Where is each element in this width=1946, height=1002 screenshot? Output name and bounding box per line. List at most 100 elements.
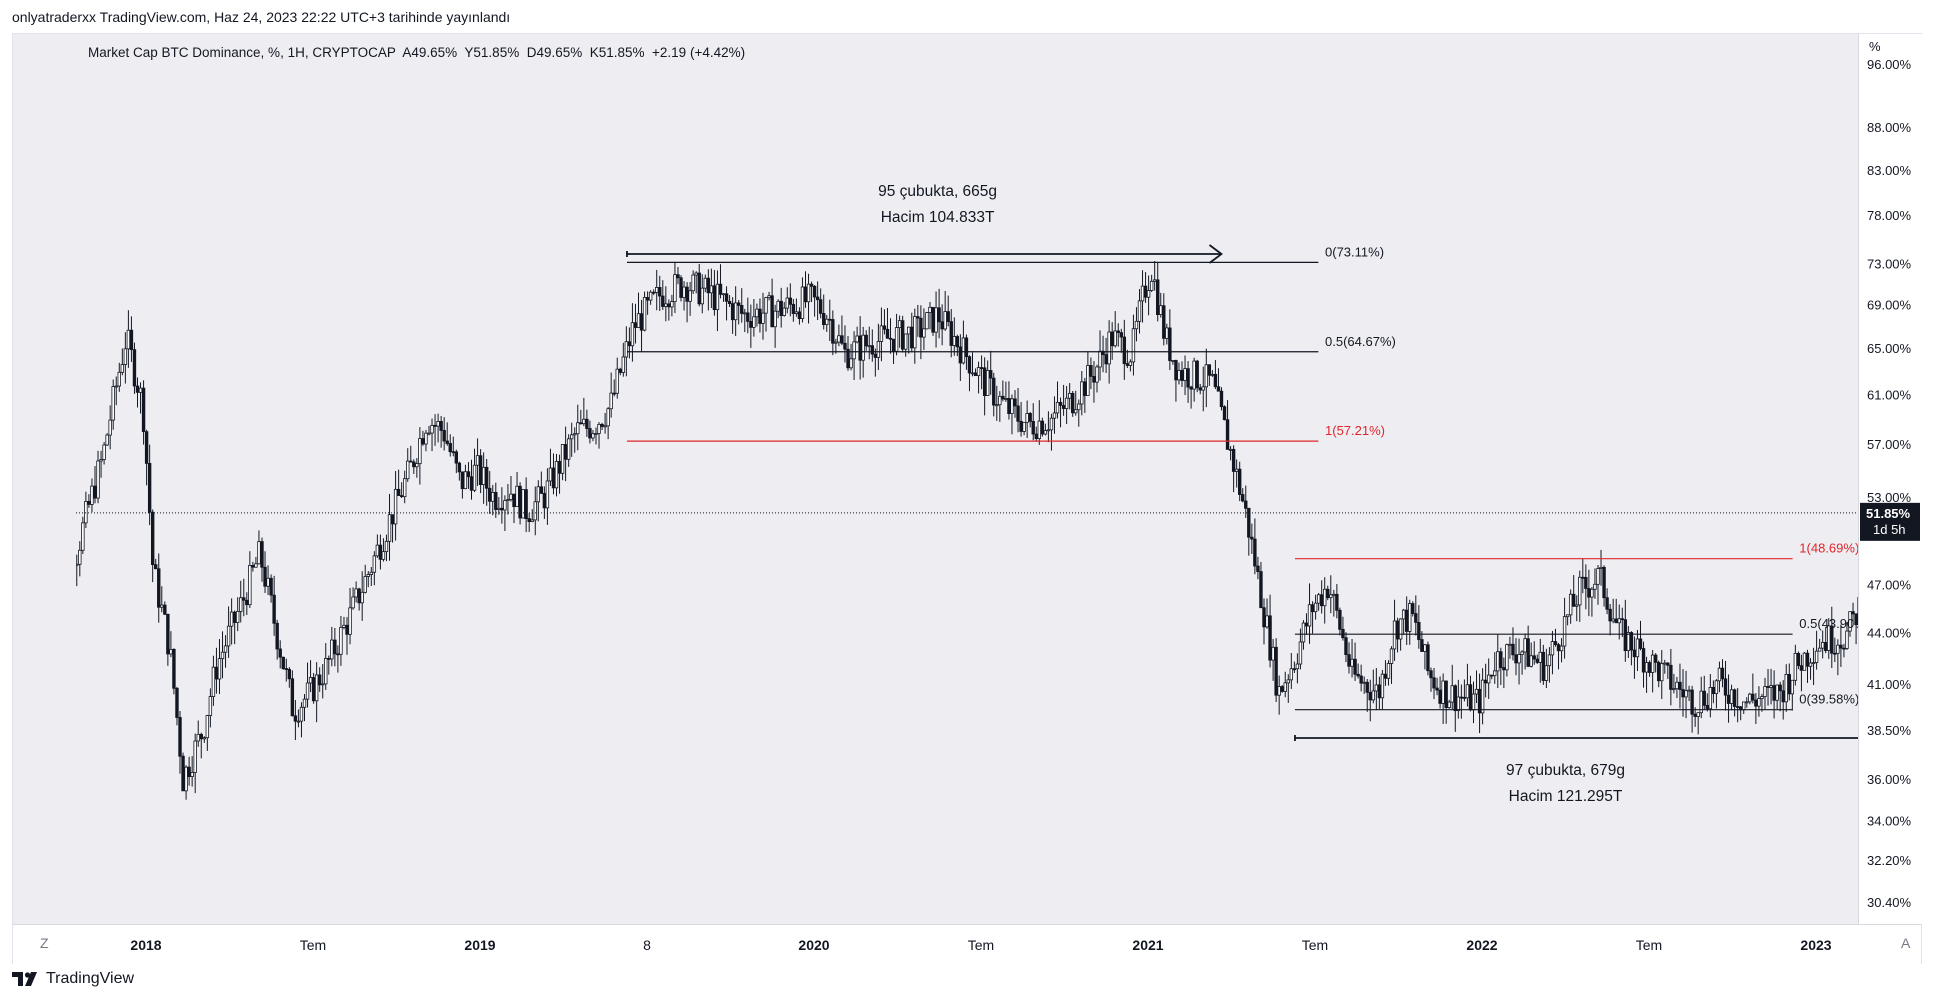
candle: [1653, 653, 1658, 673]
chart-pane[interactable]: 0(73.11%) 0.5(64.67%) 1(57.21%) 1(48.69%) 0.…: [76, 34, 1858, 924]
candle: [1678, 663, 1682, 709]
candle: [1013, 390, 1017, 418]
candle: [1404, 596, 1409, 645]
candle: [515, 472, 519, 507]
candle: [545, 468, 550, 525]
candle: [603, 413, 607, 434]
candle: [958, 334, 963, 381]
candle: [1128, 359, 1133, 372]
candle: [664, 286, 668, 322]
candle: [169, 631, 173, 658]
candle: [1362, 676, 1366, 694]
candle: [1137, 289, 1142, 334]
candle: [609, 372, 613, 418]
candle: [776, 299, 780, 319]
candle: [1708, 673, 1713, 718]
candle: [569, 422, 574, 457]
candle: [1480, 668, 1485, 725]
candle: [1426, 641, 1430, 676]
candle: [767, 291, 771, 301]
candle: [114, 376, 118, 406]
candle: [424, 429, 428, 452]
candle: [782, 302, 786, 317]
candle: [849, 343, 853, 371]
candle: [1720, 659, 1725, 688]
candle: [448, 434, 452, 457]
candle: [1687, 685, 1691, 701]
candle: [87, 494, 91, 508]
fib-level-label: 0(73.11%): [1325, 244, 1384, 259]
price-tick-label: 47.00%: [1867, 577, 1912, 592]
candle: [1784, 664, 1788, 712]
candle: [879, 307, 884, 362]
candle: [1833, 637, 1837, 663]
candle: [1748, 692, 1752, 705]
candle: [803, 271, 808, 308]
candle: [946, 295, 950, 327]
time-axis[interactable]: Z 2018Tem201982020Tem2021Tem2022Tem2023T…: [13, 924, 1921, 964]
candle: [202, 736, 206, 743]
candle: [132, 342, 137, 394]
candle: [78, 541, 82, 577]
candle: [1714, 679, 1719, 709]
candle: [1329, 575, 1333, 614]
candle: [1599, 549, 1603, 586]
candle: [521, 489, 525, 519]
candle: [1647, 660, 1652, 677]
candle: [217, 639, 222, 694]
candle: [985, 360, 990, 397]
candle: [1447, 699, 1451, 709]
candle: [135, 377, 140, 408]
candle: [190, 756, 194, 787]
candle: [536, 480, 540, 522]
auto-scale-button[interactable]: A: [1901, 935, 1911, 951]
candle: [1353, 642, 1357, 681]
price-tick-label: 69.00%: [1867, 298, 1912, 313]
candle: [785, 287, 789, 314]
candle: [667, 299, 671, 321]
candle: [1553, 628, 1558, 647]
candle: [439, 415, 443, 448]
fib-level-label: 0.5(64.67%): [1325, 334, 1396, 349]
candle: [463, 464, 468, 490]
candle: [1796, 651, 1801, 670]
symbol-legend[interactable]: Market Cap BTC Dominance, %, 1H, CRYPTOC…: [88, 45, 746, 60]
candle: [676, 267, 680, 285]
price-axis[interactable]: % 96.00% 88.00% 83.00% 78.00% 73.00% 69.00% 65.…: [1858, 34, 1922, 924]
candle: [1660, 649, 1664, 699]
top-range-arrow[interactable]: [626, 244, 1223, 264]
candle: [1623, 599, 1628, 662]
bottom-range-arrow[interactable]: [1294, 729, 1858, 747]
candle: [651, 289, 656, 296]
candle: [1675, 676, 1679, 699]
candle: [290, 670, 295, 717]
candle: [451, 436, 455, 457]
candle: [123, 332, 128, 384]
candle: [648, 290, 653, 305]
candle: [1092, 361, 1096, 403]
price-chart[interactable]: 0(73.11%) 0.5(64.67%) 1(57.21%) 1(48.69%) 0.…: [76, 34, 1858, 924]
published-header: onlyatraderxx TradingView.com, Haz 24, 2…: [12, 9, 511, 25]
price-tick-label: 73.00%: [1867, 256, 1912, 271]
candle: [1632, 636, 1637, 679]
candle: [582, 397, 586, 427]
candle: [1052, 396, 1057, 434]
candle: [1760, 693, 1764, 712]
price-tick-label: 38.50%: [1867, 723, 1912, 738]
time-tick-label: Tem: [1302, 937, 1328, 953]
candle: [396, 469, 401, 496]
price-tick-label: 61.00%: [1867, 387, 1912, 402]
time-tick-label: 2021: [1132, 937, 1163, 953]
candle: [566, 434, 571, 467]
zoom-toggle-button[interactable]: Z: [40, 935, 49, 951]
candle: [730, 297, 735, 334]
candle: [1763, 677, 1767, 710]
candle: [1180, 361, 1184, 388]
candle: [633, 303, 638, 344]
candle: [688, 281, 692, 316]
candle: [1152, 261, 1157, 291]
candle: [1657, 660, 1661, 688]
candle: [1614, 598, 1618, 624]
candle: [1468, 675, 1473, 712]
candle: [84, 491, 88, 528]
